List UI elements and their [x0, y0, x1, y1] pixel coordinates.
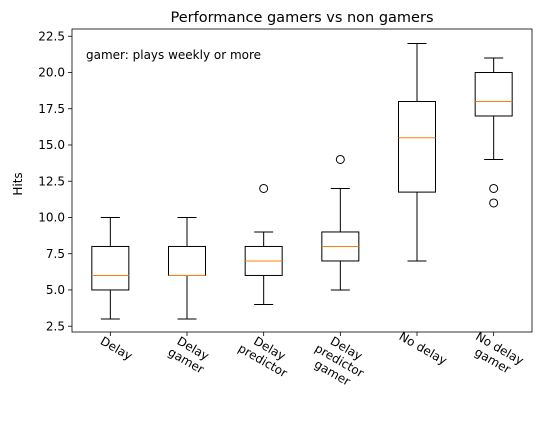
box-group	[168, 216, 206, 320]
box-iqr	[398, 100, 436, 193]
outlier-point	[489, 183, 499, 193]
box-group	[474, 57, 513, 208]
y-tick-label: 17.5	[38, 102, 65, 116]
y-tick-label: 15.0	[38, 138, 65, 152]
y-tick-label: 12.5	[38, 174, 65, 188]
y-tick-label: 20.0	[38, 66, 65, 80]
box-group	[321, 154, 360, 291]
chart-title: Performance gamers vs non gamers	[170, 10, 433, 26]
box-iqr	[91, 245, 130, 291]
chart-annotation: gamer: plays weekly or more	[86, 48, 261, 62]
box-series	[91, 42, 513, 320]
y-tick-label: 22.5	[38, 29, 65, 43]
y-tick-label: 5.0	[46, 283, 65, 297]
outlier-point	[489, 198, 499, 208]
outlier-point	[335, 154, 345, 164]
box-group	[398, 42, 436, 262]
y-axis: 2.5 5.0 7.5 10.0 12.5 15.0 17.5 20.0 22.5	[38, 29, 72, 333]
plot-area-frame	[71, 28, 533, 333]
y-tick-label: 2.5	[46, 319, 65, 333]
box-group	[244, 183, 283, 305]
outlier-point	[259, 183, 269, 193]
y-tick-label: 10.0	[38, 211, 65, 225]
y-tick-label: 7.5	[46, 247, 65, 261]
box-group	[91, 216, 130, 320]
box-iqr	[474, 71, 513, 117]
y-axis-label: Hits	[11, 172, 25, 195]
